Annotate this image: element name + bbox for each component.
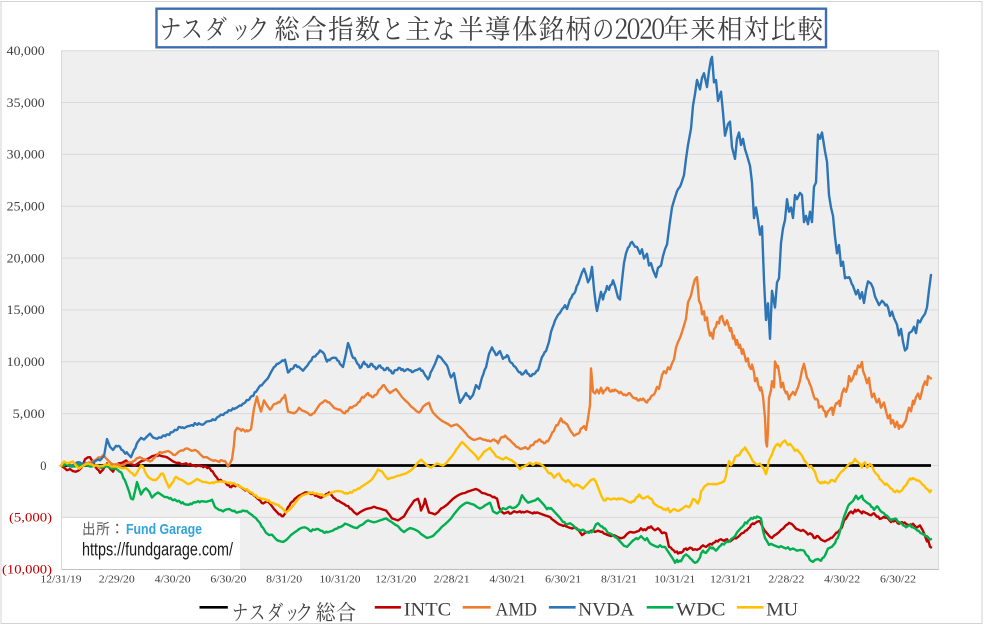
svg-text:4/30/20: 4/30/20 [155, 574, 192, 586]
svg-text:15,000: 15,000 [7, 303, 45, 317]
svg-text:(5,000): (5,000) [9, 511, 52, 525]
svg-text:12/31/21: 12/31/21 [710, 574, 751, 586]
svg-text:Fund Garage: Fund Garage [126, 521, 202, 538]
svg-text:8/31/20: 8/31/20 [266, 574, 303, 586]
svg-text:40,000: 40,000 [7, 44, 45, 58]
svg-text:6/30/21: 6/30/21 [545, 574, 581, 586]
svg-text:20,000: 20,000 [7, 251, 45, 265]
svg-text:0: 0 [40, 459, 46, 473]
svg-text:6/30/20: 6/30/20 [210, 574, 247, 586]
svg-text:6/30/22: 6/30/22 [880, 574, 916, 586]
svg-text:10/31/21: 10/31/21 [654, 574, 695, 586]
svg-text:5,000: 5,000 [13, 407, 45, 421]
svg-text:2/29/20: 2/29/20 [99, 574, 136, 586]
svg-text:https://fundgarage.com/: https://fundgarage.com/ [82, 540, 233, 560]
svg-text:INTC: INTC [404, 599, 451, 620]
svg-text:4/30/21: 4/30/21 [489, 574, 525, 586]
svg-text:MU: MU [766, 599, 798, 620]
svg-text:10,000: 10,000 [7, 355, 45, 369]
svg-text:2/28/22: 2/28/22 [768, 574, 804, 586]
svg-text:4/30/22: 4/30/22 [824, 574, 860, 586]
svg-text:12/31/19: 12/31/19 [41, 574, 83, 586]
svg-text:WDC: WDC [676, 599, 726, 620]
svg-text:30,000: 30,000 [7, 148, 45, 162]
svg-text:(10,000): (10,000) [2, 563, 52, 577]
svg-text:12/31/20: 12/31/20 [375, 574, 417, 586]
svg-text:35,000: 35,000 [7, 96, 45, 110]
svg-text:2/28/21: 2/28/21 [434, 574, 470, 586]
svg-text:8/31/21: 8/31/21 [601, 574, 637, 586]
svg-text:25,000: 25,000 [7, 200, 45, 214]
svg-text:NVDA: NVDA [578, 599, 634, 620]
svg-text:AMD: AMD [496, 599, 538, 620]
svg-text:10/31/20: 10/31/20 [320, 574, 362, 586]
